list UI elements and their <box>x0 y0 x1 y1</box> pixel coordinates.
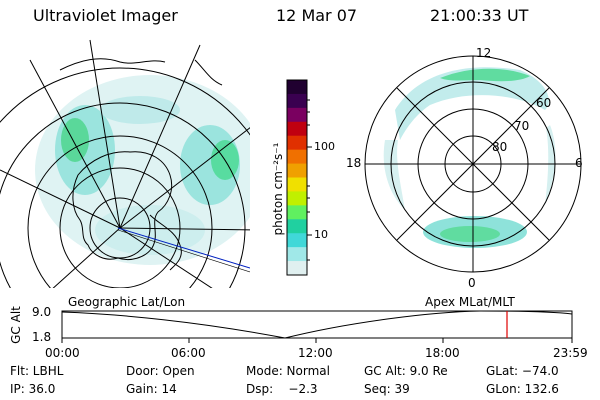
observation-date: 12 Mar 07 <box>276 6 358 25</box>
geographic-panel-label: Geographic Lat/Lon <box>68 295 186 309</box>
colorbar-segment <box>287 247 307 262</box>
mlt-label-0: 0 <box>468 276 476 290</box>
magnetic-polar-plot <box>364 55 582 273</box>
colorbar-segment <box>287 93 307 109</box>
status-gc-alt: GC Alt: 9.0 Re <box>364 364 448 378</box>
colorbar-segment <box>287 80 307 95</box>
mlt-lines <box>365 56 581 272</box>
altitude-curve <box>61 310 573 339</box>
colorbar-tick-100: 100 <box>314 140 335 153</box>
status-gain: Gain: 14 <box>126 382 177 396</box>
colorbar-segment <box>287 163 307 178</box>
timeline-ylabel: GC Alt <box>9 306 23 344</box>
status-filter: Flt: LBHL <box>10 364 64 378</box>
colorbar-segment <box>287 121 307 137</box>
continent-outline <box>72 151 173 261</box>
colorbar-segment <box>287 135 307 151</box>
timeline-xtick-1800: 18:00 <box>425 346 460 360</box>
timeline-ytick-high: 9.0 <box>32 305 52 319</box>
colorbar-unit-label: photon cm⁻²s⁻¹ <box>271 142 285 236</box>
status-glat: GLat: −74.0 <box>486 364 559 378</box>
mlt-label-18: 18 <box>346 156 362 170</box>
mlat-label-60: 60 <box>536 96 552 110</box>
colorbar-segment <box>287 177 307 192</box>
status-mode: Mode: Normal <box>246 364 330 378</box>
observation-time: 21:00:33 UT <box>430 6 529 25</box>
geographic-map <box>0 39 250 288</box>
timeline-xtick-2359: 23:59 <box>553 346 588 360</box>
status-dsp: Dsp: −2.3 <box>246 382 318 396</box>
timeline-ytick-low: 1.8 <box>32 330 52 344</box>
instrument-title: Ultraviolet Imager <box>33 6 178 25</box>
apex-panel-label: Apex MLat/MLT <box>425 295 515 309</box>
altitude-timeline <box>61 310 573 343</box>
colorbar-segment <box>287 261 307 276</box>
colorbar-segment <box>287 205 307 220</box>
mlt-label-12: 12 <box>476 46 492 60</box>
latitude-circles <box>0 67 250 288</box>
timeline-xtick-1200: 12:00 <box>298 346 333 360</box>
coast-detail <box>59 58 223 271</box>
timeline-xtick-0000: 00:00 <box>45 346 80 360</box>
colorbar-segment <box>287 149 307 165</box>
longitude-lines <box>0 39 250 288</box>
mlt-label-6: 6 <box>575 156 583 170</box>
colorbar-tick-10: 10 <box>314 228 328 241</box>
status-door: Door: Open <box>126 364 195 378</box>
satellite-track <box>117 227 250 269</box>
status-glon: GLon: 132.6 <box>486 382 559 396</box>
colorbar-segment <box>287 233 307 248</box>
colorbar <box>287 80 307 276</box>
colorbar-segment <box>287 219 307 234</box>
status-seq: Seq: 39 <box>364 382 410 396</box>
colorbar-segment <box>287 107 307 123</box>
mlat-label-80: 80 <box>492 140 508 154</box>
mlat-label-70: 70 <box>514 119 530 133</box>
colorbar-segment <box>287 191 307 206</box>
timeline-xtick-0600: 06:00 <box>171 346 206 360</box>
status-ip: IP: 36.0 <box>10 382 56 396</box>
